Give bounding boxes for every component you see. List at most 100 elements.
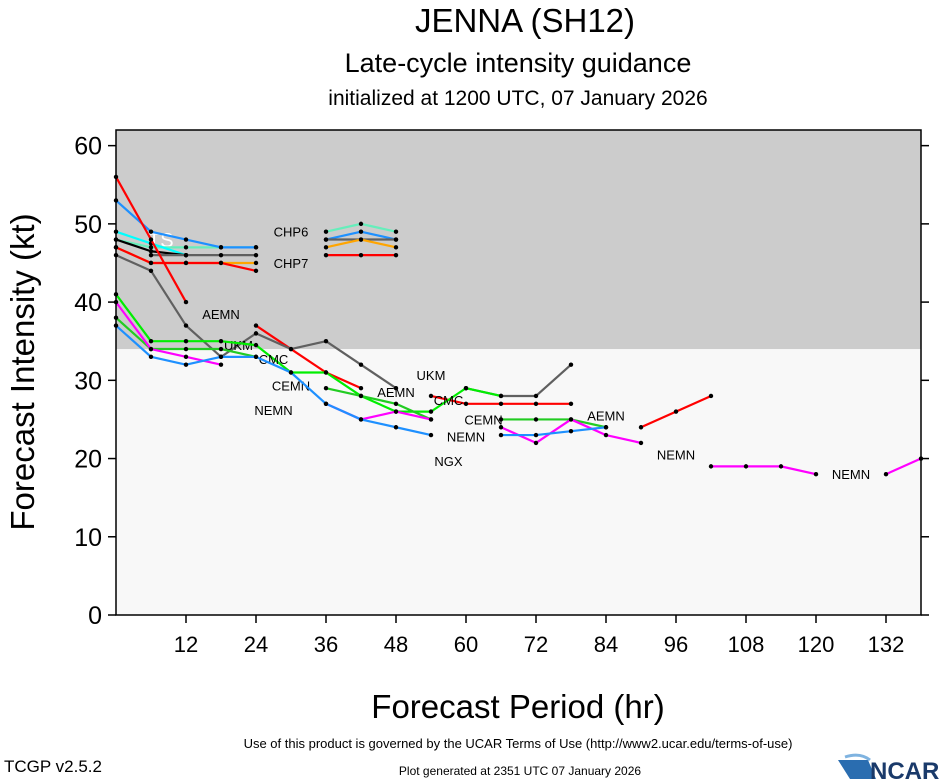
- data-point: [358, 385, 364, 391]
- series-line-segment: [115, 293, 152, 342]
- data-point: [218, 339, 224, 344]
- data-point: [778, 464, 784, 469]
- x-tick-label: 72: [524, 632, 548, 657]
- intensity-band: [116, 130, 921, 350]
- series-label: NEMN: [657, 448, 695, 463]
- series-line-segment: [115, 324, 152, 358]
- series-line-segment: [115, 301, 152, 350]
- series-line-segment: [360, 238, 397, 249]
- data-point: [323, 385, 329, 391]
- series-line-segment: [395, 410, 432, 421]
- data-point: [498, 417, 504, 422]
- data-point: [323, 229, 329, 234]
- data-point: [253, 245, 259, 250]
- data-point: [708, 464, 714, 469]
- data-point: [323, 237, 329, 242]
- data-point: [393, 252, 399, 258]
- data-point: [428, 393, 434, 399]
- series-line-segment: [255, 344, 292, 374]
- data-point: [638, 425, 644, 430]
- data-point: [358, 229, 364, 234]
- chart-init-time: initialized at 1200 UTC, 07 January 2026: [328, 87, 707, 110]
- data-point: [183, 237, 189, 242]
- series-label: NEMN: [832, 467, 870, 482]
- data-point: [358, 252, 364, 258]
- data-point: [218, 346, 224, 352]
- data-point: [183, 346, 189, 352]
- series-chp7: CHP7: [113, 245, 399, 274]
- data-point: [533, 401, 539, 406]
- x-tick-label: 132: [868, 632, 905, 657]
- data-point: [533, 432, 539, 438]
- series-line-segment: [535, 418, 572, 444]
- data-point: [253, 354, 259, 360]
- data-point: [148, 252, 154, 258]
- series-line-segment: [325, 230, 362, 241]
- data-point: [183, 245, 189, 250]
- series-line-segment: [885, 457, 922, 476]
- series-line-segment: [115, 176, 152, 241]
- series-label: CEMN: [272, 379, 310, 394]
- data-point: [183, 323, 189, 328]
- data-point: [568, 362, 574, 367]
- series-label: CHP6: [274, 225, 309, 240]
- series-line-segment: [220, 340, 257, 347]
- series-line-segment: [290, 348, 327, 374]
- x-tick-label: 108: [728, 632, 765, 657]
- data-point: [568, 417, 574, 422]
- data-point: [183, 299, 189, 305]
- data-point: [148, 268, 154, 274]
- series-line-segment: [115, 246, 152, 264]
- series-label: UKM: [417, 368, 446, 383]
- series-chp6: CHP6: [274, 225, 309, 240]
- y-tick-label: 60: [74, 133, 102, 161]
- series-line-segment: [675, 394, 712, 413]
- data-point: [393, 237, 399, 242]
- data-point: [218, 245, 224, 250]
- data-point: [253, 331, 259, 336]
- data-point: [638, 440, 644, 446]
- series-label: AEMN: [377, 385, 415, 400]
- series-line-segment: [360, 394, 397, 413]
- series-line-segment: [150, 270, 187, 327]
- data-point: [218, 260, 224, 266]
- x-tick-label: 84: [594, 632, 618, 657]
- series-line-segment: [290, 371, 327, 405]
- series-label: CEMN: [464, 412, 502, 427]
- data-point: [148, 260, 154, 266]
- series-line-segment: [255, 324, 292, 350]
- data-point: [218, 354, 224, 360]
- data-point: [883, 471, 889, 477]
- series-line-segment: [325, 371, 362, 397]
- series-line-segment: [570, 418, 607, 429]
- data-point: [148, 229, 154, 234]
- series-line-segment: [360, 418, 397, 429]
- series-line-segment: [150, 347, 187, 358]
- y-tick-label: 0: [88, 602, 102, 630]
- series-line-segment: [395, 402, 432, 421]
- data-point: [288, 370, 294, 375]
- series-line-segment: [150, 242, 187, 257]
- y-axis-label: Forecast Intensity (kt): [4, 213, 41, 530]
- generated-time: Plot generated at 2351 UTC 07 January 20…: [399, 764, 641, 778]
- ncar-logo-text: NCAR: [870, 758, 939, 780]
- y-tick-label: 40: [74, 289, 102, 317]
- series-line-segment: [570, 426, 607, 433]
- data-point: [358, 417, 364, 422]
- series-line-segment: [255, 355, 292, 374]
- series-line-segment: [360, 394, 397, 405]
- series-line-segment: [185, 238, 222, 249]
- data-point: [603, 432, 609, 438]
- data-point: [358, 221, 364, 227]
- data-point: [253, 323, 259, 328]
- data-point: [323, 370, 329, 375]
- x-tick-label: 48: [384, 632, 408, 657]
- data-point: [183, 252, 189, 258]
- series-line-segment: [220, 332, 257, 358]
- series-line-segment: [115, 316, 152, 350]
- series-line-segment: [360, 230, 397, 241]
- series-line-segment: [640, 410, 677, 429]
- series-line-segment: [185, 355, 222, 366]
- data-point: [148, 249, 154, 254]
